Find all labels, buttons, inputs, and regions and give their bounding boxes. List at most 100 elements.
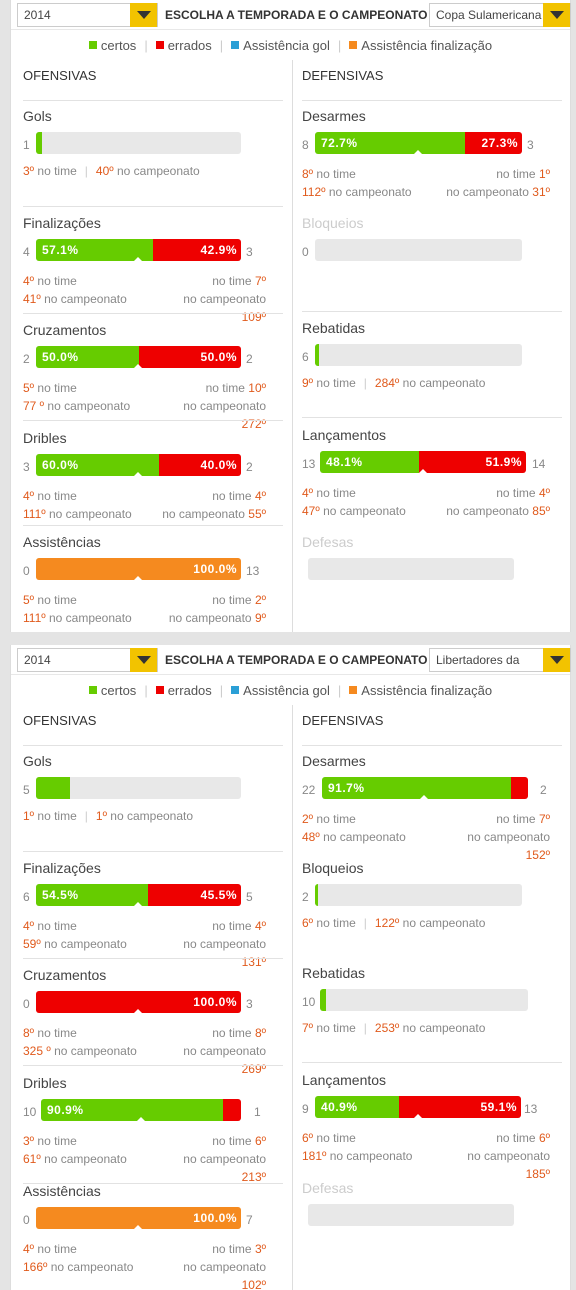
ofensivas-heading: OFENSIVAS [23,713,97,728]
stat-desarmes: Desarmes 8 72.7% 27.3% 3 8º no time 112º … [302,108,550,208]
progress-bar: 100.0% [36,1207,241,1229]
bar-right-pct: 59.1% [480,1100,517,1114]
stat-bloqueios: Bloqueios 2 6º no time | 122º no campeonat… [302,860,547,960]
stat-finalizacoes: Finalizações 6 54.5% 45.5% 5 4º no time 5… [23,860,268,969]
rank-right: no time 7º no campeonato 152º [467,812,550,862]
bar-fill [315,344,319,366]
progress-bar [308,1204,514,1226]
legend-label: certos [100,683,137,698]
bar-errados [511,777,528,799]
competition-select[interactable]: Libertadores da [429,648,571,672]
chevron-down-icon[interactable] [130,3,157,27]
stat-name: Finalizações [23,215,101,231]
bar-right-pct: 40.0% [200,458,237,472]
season-value: 2014 [24,653,51,667]
legend-swatch-certos [88,686,97,694]
legend-label: errados [167,683,212,698]
legend-label: Assistência finalização [361,683,493,698]
rank-left: 3º no time 61º no campeonato [23,1134,127,1166]
bar-errados: 100.0% [36,991,241,1013]
stat-name: Lançamentos [302,427,387,443]
rank-right: no time 10º no campeonato 272º [183,381,266,431]
stat-left-value: 2 [302,890,309,904]
bar-fill [36,777,70,799]
stat-defesas: Defesas [302,534,547,634]
stat-name: Desarmes [302,753,366,769]
progress-bar: 54.5% 45.5% [36,884,241,906]
legend-label: Assistência gol [243,683,330,698]
bar-certos: 90.9% [41,1099,223,1121]
bar-certos: 48.1% [320,451,419,473]
rank-left: 8º no time 112º no campeonato [302,167,412,199]
stat-name: Defesas [302,534,354,550]
rank-right: no time 8º no campeonato 269º [183,1026,266,1076]
stat-name: Gols [23,108,52,124]
bar-errados: 45.5% [148,884,241,906]
rank-right: no time 6º no campeonato 213º [183,1134,266,1184]
stat-left-value: 22 [302,783,316,797]
stat-name: Cruzamentos [23,967,107,983]
stat-left-value: 5 [23,783,30,797]
stat-gols: Gols 5 1º no time | 1º no campeonato [23,753,268,853]
rank-left: 4º no time 166º no campeonato [23,1242,134,1274]
chevron-down-icon[interactable] [543,648,570,672]
defensivas-heading: DEFENSIVAS [302,68,384,83]
bar-errados: 27.3% [465,132,522,154]
bar-left-pct: 60.0% [42,458,79,472]
season-select[interactable]: 2014 [17,3,158,27]
stat-defesas: Defesas [302,1180,547,1280]
column-divider [292,60,293,632]
legend: certos | errados | Assistência gol | Assistênc… [11,38,570,53]
legend-swatch-errados [155,41,164,49]
bar-left-pct: 50.0% [42,350,79,364]
rank-line: 7º no time | 253º no campeonato [302,1021,486,1035]
stat-right-value: 5 [246,890,253,904]
stat-cruzamentos: Cruzamentos 0 100.0% 3 8º no time 325 º n… [23,967,268,1076]
stat-left-value: 2 [23,352,30,366]
rank-left: 4º no time 59º no campeonato [23,919,127,951]
competition-value: Libertadores da [436,653,520,667]
bar-assist-final: 100.0% [36,1207,241,1229]
progress-bar: 90.9% [41,1099,241,1121]
chevron-down-icon[interactable] [130,648,157,672]
chevron-down-icon[interactable] [543,3,570,27]
rank-line: 1º no time | 1º no campeonato [23,809,194,823]
stat-lancamentos: Lançamentos 13 48.1% 51.9% 14 4º no time… [302,427,550,527]
bar-certos: 54.5% [36,884,148,906]
stat-finalizacoes: Finalizações 4 57.1% 42.9% 3 4º no time 4… [23,215,268,324]
stat-left-value: 6 [23,890,30,904]
rank-left: 4º no time 41º no campeonato [23,274,127,306]
season-select[interactable]: 2014 [17,648,158,672]
bar-right-pct: 100.0% [193,562,237,576]
stat-right-value: 7 [246,1213,253,1227]
legend-swatch-assist-gol [231,41,240,49]
bar-certos: 72.7% [315,132,465,154]
rank-right: no time 4º no campeonato 55º [162,489,266,521]
bar-errados: 42.9% [153,239,241,261]
bar-left-pct: 72.7% [321,136,358,150]
bar-left-pct: 40.9% [321,1100,358,1114]
stat-name: Defesas [302,1180,354,1196]
rank-right: no time 2º no campeonato 9º [168,593,266,625]
legend-label: errados [167,38,212,53]
rank-right: no time 4º no campeonato 85º [446,486,550,518]
bar-right-pct: 42.9% [200,243,237,257]
bar-certos: 60.0% [36,454,159,476]
stat-cruzamentos: Cruzamentos 2 50.0% 50.0% 2 5º no time 77… [23,322,268,431]
legend-swatch-assist-gol [231,686,240,694]
stat-name: Cruzamentos [23,322,107,338]
stat-name: Gols [23,753,52,769]
progress-bar [315,344,522,366]
legend-label: Assistência gol [243,38,330,53]
bar-certos: 40.9% [315,1096,399,1118]
bar-left-pct: 57.1% [42,243,79,257]
progress-bar: 100.0% [36,991,241,1013]
legend-swatch-certos [88,41,97,49]
rank-line: 6º no time | 122º no campeonato [302,916,486,930]
rank-line: 9º no time | 284º no campeonato [302,376,486,390]
filter-title: ESCOLHA A TEMPORADA E O CAMPEONATO [165,8,428,22]
stat-assistencias: Assistências 0 100.0% 13 5º no time 111º … [23,534,268,634]
stat-left-value: 4 [23,245,30,259]
competition-select[interactable]: Copa Sulamericana [429,3,571,27]
stat-right-value: 2 [246,460,253,474]
